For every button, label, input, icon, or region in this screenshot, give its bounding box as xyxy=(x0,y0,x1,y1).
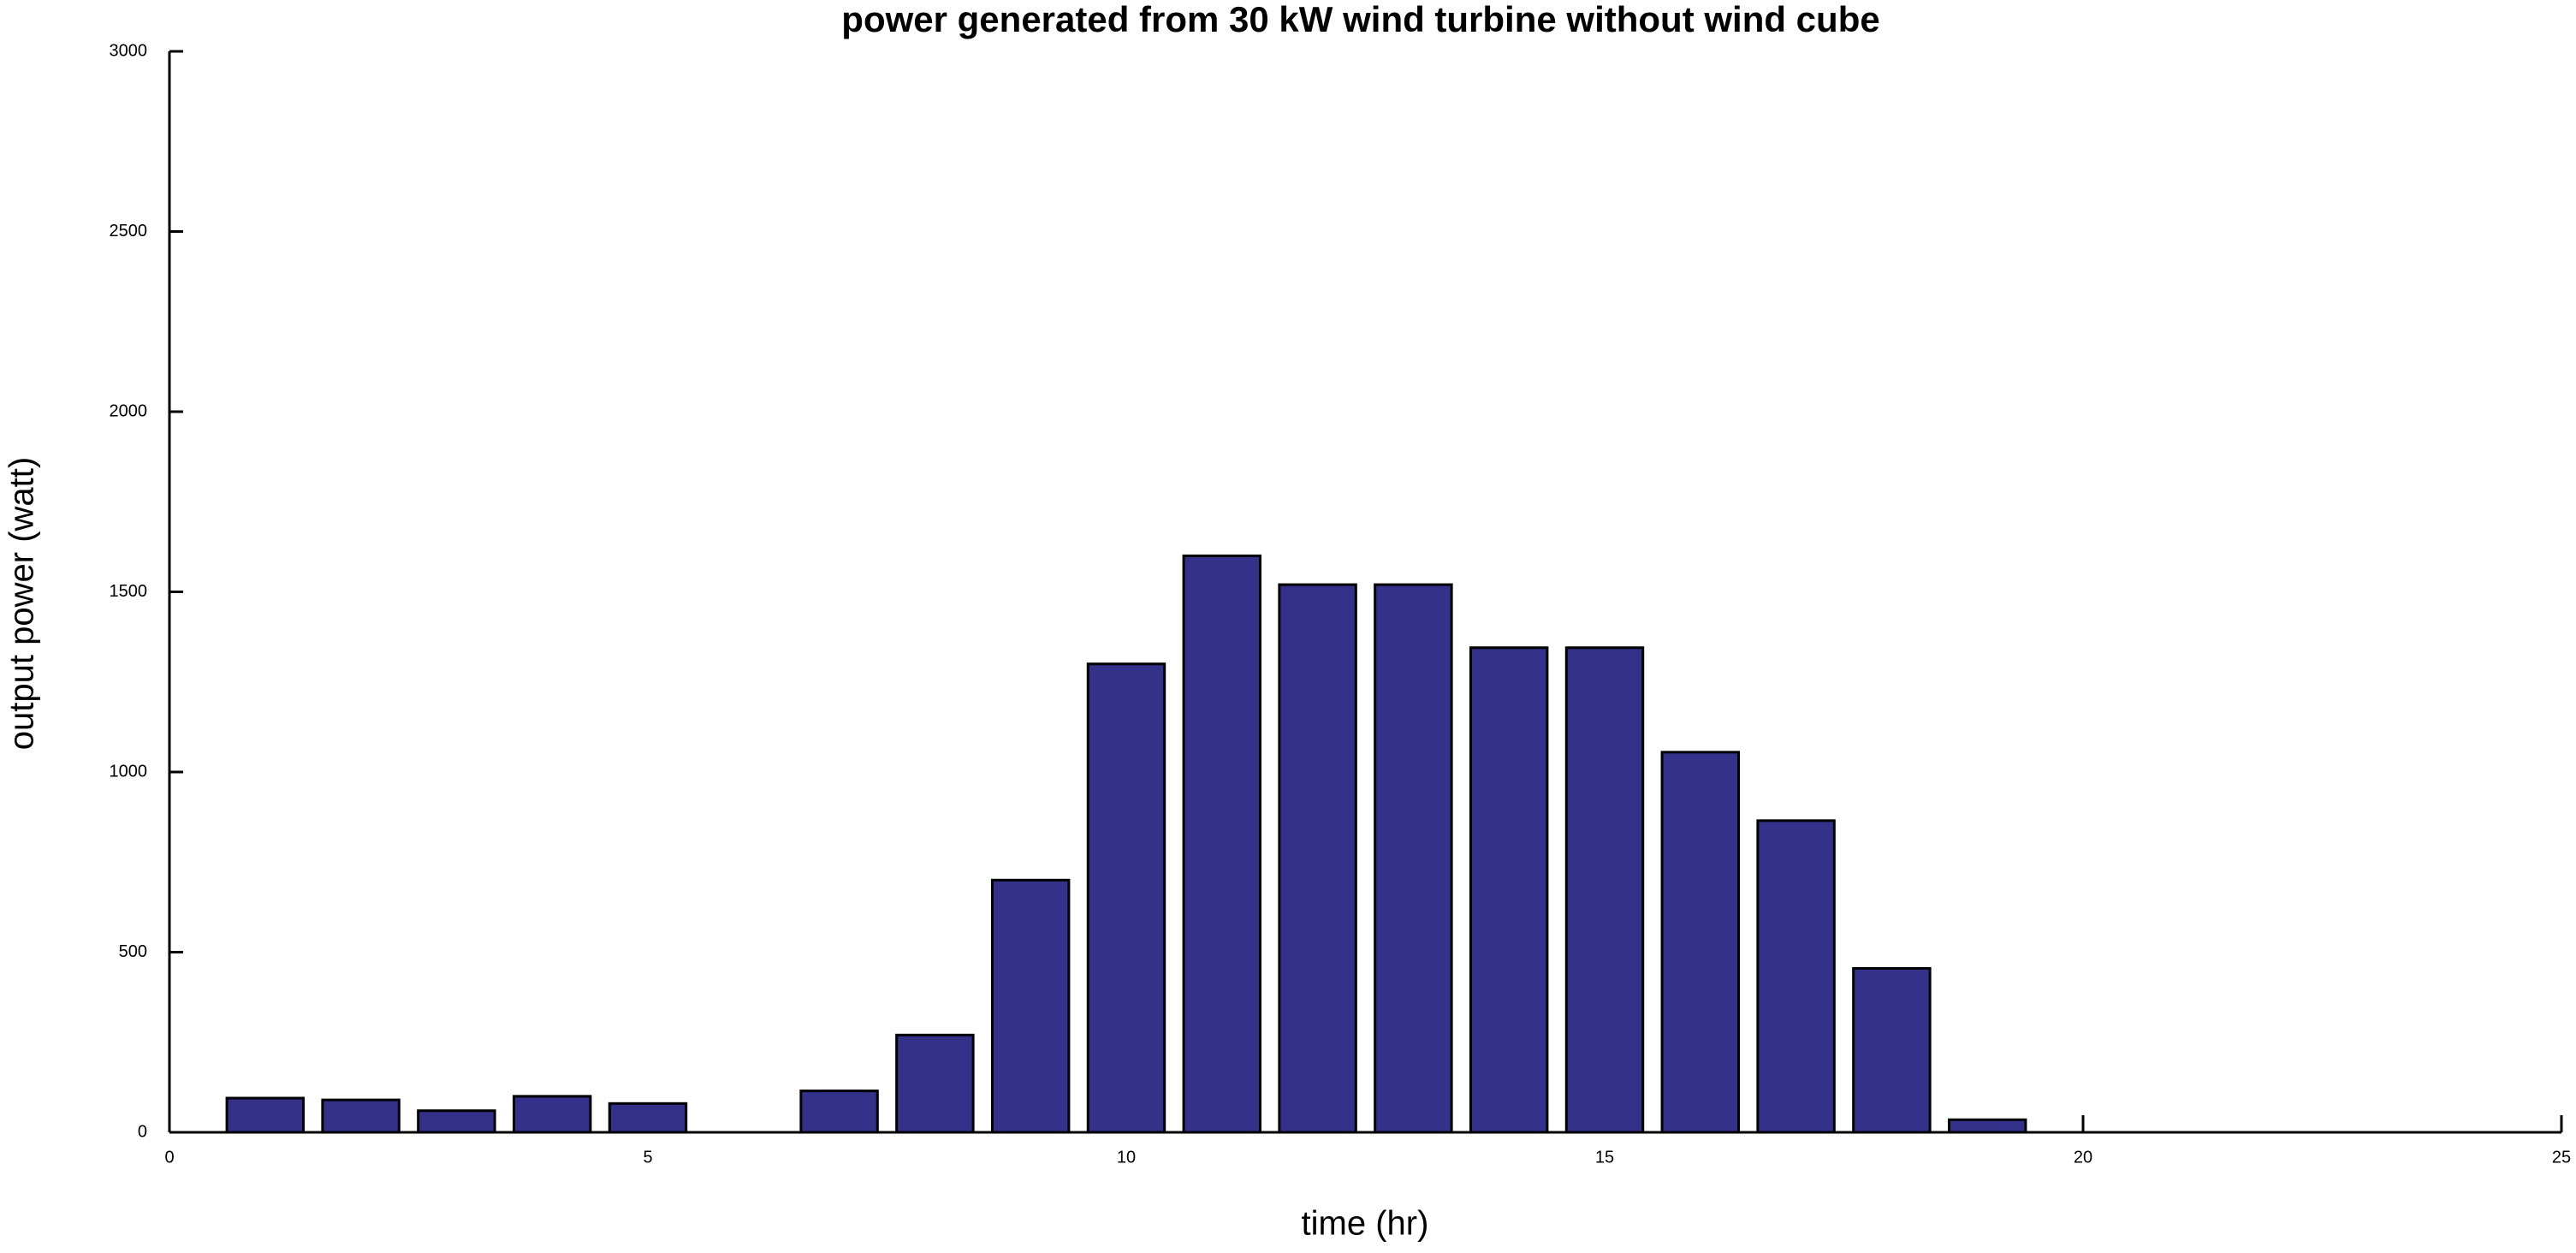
bar xyxy=(799,1090,879,1134)
bar xyxy=(1086,662,1166,1134)
bar xyxy=(1947,1118,2027,1134)
bar xyxy=(1469,646,1549,1134)
x-tick-label: 0 xyxy=(164,1148,174,1167)
y-tick-label: 1000 xyxy=(110,762,148,781)
bar xyxy=(1564,646,1645,1134)
bar xyxy=(1660,751,1741,1134)
bar xyxy=(321,1098,401,1134)
x-tick-label: 25 xyxy=(2552,1148,2571,1167)
x-tick-label: 15 xyxy=(1595,1148,1614,1167)
y-tick-label: 2500 xyxy=(110,222,148,241)
bar xyxy=(990,878,1071,1134)
bar xyxy=(895,1033,975,1134)
bar xyxy=(1852,966,1932,1134)
chart-title: power generated from 30 kW wind turbine … xyxy=(841,0,1879,39)
bar xyxy=(1182,554,1262,1134)
y-tick-label: 3000 xyxy=(110,41,148,60)
bar xyxy=(1374,583,1453,1134)
y-tick-label: 500 xyxy=(119,942,147,961)
bar xyxy=(225,1096,306,1134)
bar xyxy=(608,1102,688,1134)
y-axis-label: output power (watt) xyxy=(3,457,41,750)
bar xyxy=(1756,819,1836,1134)
bar xyxy=(512,1095,592,1134)
x-tick-label: 20 xyxy=(2074,1148,2092,1167)
x-tick-label: 5 xyxy=(643,1148,652,1167)
bar xyxy=(1278,583,1357,1134)
y-tick-label: 2000 xyxy=(110,401,148,420)
y-tick-label: 0 xyxy=(138,1122,147,1141)
x-tick-label: 10 xyxy=(1117,1148,1136,1167)
y-tick-label: 1500 xyxy=(110,582,148,601)
x-axis-label: time (hr) xyxy=(1302,1205,1429,1243)
bar xyxy=(417,1109,496,1134)
